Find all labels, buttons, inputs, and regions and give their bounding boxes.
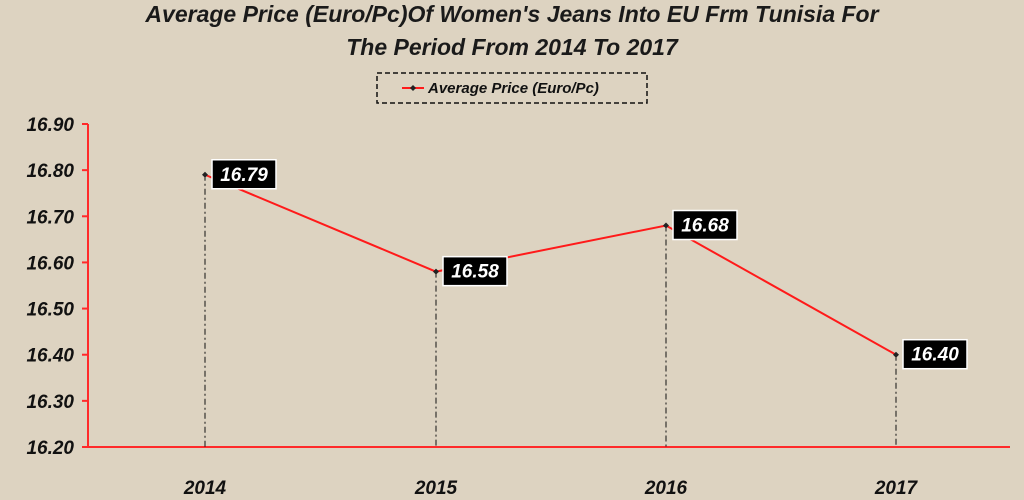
- data-label-text: 16.68: [681, 216, 729, 237]
- legend: Average Price (Euro/Pc): [376, 72, 648, 104]
- data-label: 16.58: [442, 255, 508, 287]
- x-tick-label: 2014: [183, 478, 227, 499]
- data-point: [433, 268, 439, 275]
- data-label: 16.40: [902, 338, 968, 370]
- data-labels: 16.79 16.58 16.68 16.40: [211, 159, 968, 370]
- data-label: 16.68: [672, 209, 738, 241]
- data-label-box: [211, 159, 277, 190]
- data-point: [202, 171, 208, 178]
- chart-title-line-2: The Period From 2014 To 2017: [346, 34, 679, 60]
- data-label-text: 16.40: [911, 345, 959, 366]
- x-tick-label: 2017: [874, 478, 919, 499]
- data-label-box: [902, 338, 968, 370]
- data-point: [663, 222, 669, 229]
- y-tick-label: 16.20: [26, 438, 74, 459]
- y-tick-label: 16.70: [26, 207, 74, 228]
- y-tick-label: 16.90: [26, 115, 74, 136]
- y-tick-label: 16.40: [26, 346, 74, 367]
- y-tick-label: 16.80: [26, 161, 74, 182]
- data-label: 16.79: [211, 159, 277, 190]
- y-tick-label: 16.60: [26, 253, 74, 274]
- x-tick-label: 2015: [414, 478, 458, 499]
- data-label-text: 16.58: [451, 262, 499, 283]
- drop-lines: [204, 174, 897, 447]
- data-label-box: [442, 255, 508, 287]
- x-axis: 2014 2015 2016 2017: [88, 446, 1010, 499]
- y-tick-label: 16.30: [26, 392, 74, 413]
- y-axis: 16.90 16.80 16.70 16.60 16.50 16.40 16.30 16.20: [26, 115, 89, 459]
- data-label-text: 16.79: [220, 165, 268, 186]
- data-point: [893, 351, 899, 358]
- legend-box: [376, 72, 648, 104]
- data-label-box: [672, 209, 738, 241]
- legend-label: Average Price (Euro/Pc): [427, 80, 599, 97]
- legend-marker: [410, 85, 416, 91]
- x-tick-label: 2016: [644, 478, 688, 499]
- y-tick-label: 16.50: [26, 300, 74, 321]
- chart-title-line-1: Average Price (Euro/Pc)Of Women's Jeans …: [144, 1, 879, 27]
- series-line: [204, 173, 897, 356]
- series: [202, 171, 899, 358]
